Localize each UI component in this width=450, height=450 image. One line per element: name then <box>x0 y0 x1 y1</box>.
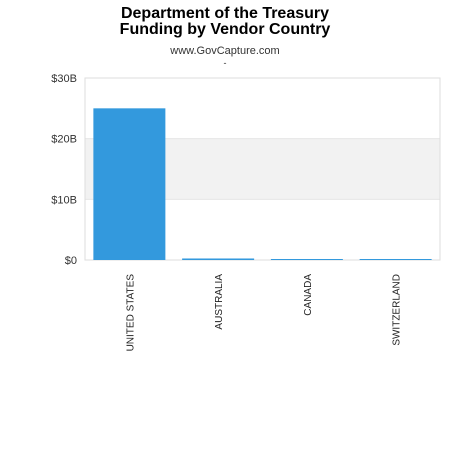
x-tick-label: CANADA <box>303 274 314 316</box>
x-tick-label: UNITED STATES <box>125 274 136 352</box>
x-tick-label: SWITZERLAND <box>392 274 403 346</box>
plot-frame <box>84 77 441 261</box>
y-tick-label: $0 <box>65 255 77 267</box>
bar-switzerland[interactable] <box>359 259 432 260</box>
y-tick-label: $30B <box>51 73 77 85</box>
chart-title-line-1: Department of the Treasury <box>120 5 330 22</box>
chart-subtitle[interactable]: www.GovCapture.com <box>170 45 280 57</box>
subtitle-dash: - <box>223 58 227 68</box>
x-tick-label: AUSTRALIA <box>214 274 225 330</box>
y-tick-label: $20B <box>51 134 77 146</box>
y-tick-label: $10B <box>51 194 77 206</box>
bar-canada[interactable] <box>270 259 343 260</box>
bar-united-states[interactable] <box>93 108 166 260</box>
chart-title-line-2: Funding by Vendor Country <box>119 21 331 38</box>
bar-australia[interactable] <box>182 258 255 260</box>
